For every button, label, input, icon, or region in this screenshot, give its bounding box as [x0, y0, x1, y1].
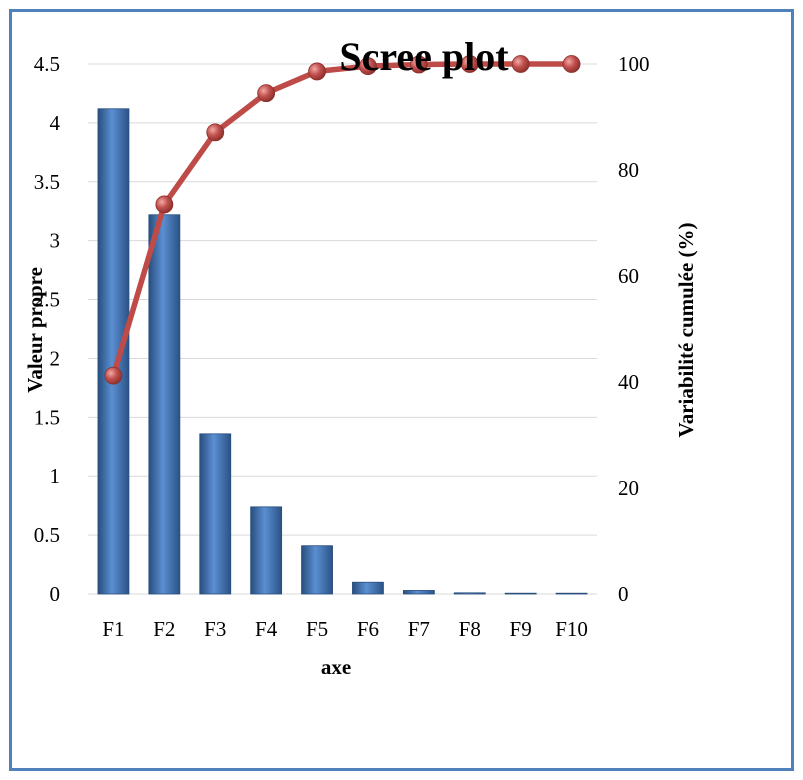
bar — [97, 108, 130, 595]
bar — [402, 590, 435, 595]
bar — [301, 545, 333, 595]
y2-tick-label: 60 — [618, 264, 639, 288]
y-tick-label: 3.5 — [34, 170, 60, 194]
bar — [199, 433, 232, 595]
y-tick-label: 2 — [50, 346, 61, 370]
right-axis-title: Variabilité cumulée (%) — [674, 222, 698, 437]
bar — [453, 592, 486, 595]
x-tick-label: F6 — [357, 617, 379, 641]
x-tick-label: F8 — [459, 617, 481, 641]
y-tick-label: 4 — [50, 111, 61, 135]
line-marker — [206, 123, 225, 142]
x-tick-label: F2 — [153, 617, 175, 641]
y-tick-label: 3 — [50, 229, 61, 253]
right-axis-ticks: 0 20 40 60 80 100 — [618, 52, 650, 606]
bar — [555, 592, 588, 595]
x-axis-ticks: F1 F2 F3 F4 F5 F6 F7 F8 F9 F10 — [102, 617, 588, 641]
line-marker — [308, 62, 326, 81]
cumulative-line — [110, 61, 572, 377]
x-tick-label: F10 — [555, 617, 588, 641]
bar — [504, 592, 537, 595]
left-axis-title: Valeur propre — [23, 267, 47, 393]
y-tick-label: 1.5 — [34, 405, 60, 429]
line-marker — [562, 55, 581, 73]
y-tick-label: 4.5 — [34, 52, 60, 76]
line-marker — [155, 195, 174, 214]
x-tick-label: F9 — [510, 617, 532, 641]
x-axis-title: axe — [321, 655, 351, 679]
y2-tick-label: 100 — [618, 52, 650, 76]
line-marker — [359, 57, 377, 76]
chart-title: Scree plot — [339, 34, 509, 79]
y-tick-label: 0.5 — [34, 523, 60, 547]
x-tick-label: F3 — [204, 617, 226, 641]
y2-tick-label: 40 — [618, 370, 639, 394]
line-marker — [511, 55, 530, 73]
line-series — [104, 55, 581, 385]
y-tick-label: 0 — [50, 582, 61, 606]
line-marker — [104, 366, 123, 385]
x-tick-label: F1 — [102, 617, 124, 641]
line-marker — [409, 55, 428, 74]
bar — [250, 506, 283, 595]
bar — [352, 581, 384, 595]
left-axis-ticks: 0 0.5 1 1.5 2 2.5 3 3.5 4 4.5 — [34, 52, 61, 606]
line-marker — [257, 84, 276, 103]
y-tick-label: 1 — [50, 464, 61, 488]
x-tick-label: F7 — [408, 617, 430, 641]
x-tick-label: F5 — [306, 617, 328, 641]
y2-tick-label: 20 — [618, 476, 639, 500]
line-marker — [460, 55, 479, 73]
chart-frame — [9, 9, 794, 771]
bar — [148, 214, 181, 595]
y-tick-label: 2.5 — [34, 288, 60, 312]
y2-tick-label: 0 — [618, 582, 629, 606]
x-tick-label: F4 — [255, 617, 278, 641]
y2-tick-label: 80 — [618, 158, 639, 182]
bar-series — [97, 108, 588, 595]
